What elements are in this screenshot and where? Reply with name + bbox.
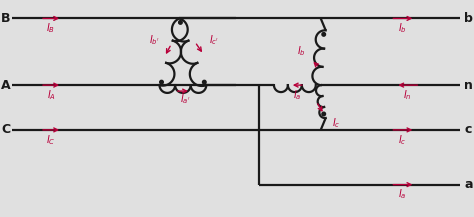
Text: $I_{b'}$: $I_{b'}$ xyxy=(148,33,160,47)
Text: $I_{a'}$: $I_{a'}$ xyxy=(180,92,190,106)
Text: $I_B$: $I_B$ xyxy=(46,21,55,35)
Text: $I_a$: $I_a$ xyxy=(398,188,407,201)
Text: $I_c$: $I_c$ xyxy=(398,133,407,147)
Text: n: n xyxy=(464,79,473,92)
Circle shape xyxy=(160,80,164,84)
Circle shape xyxy=(179,21,182,24)
Text: A: A xyxy=(0,79,10,92)
Text: $I_c$: $I_c$ xyxy=(332,117,341,130)
Text: a: a xyxy=(464,178,473,191)
Text: $I_{c'}$: $I_{c'}$ xyxy=(209,33,219,47)
Text: C: C xyxy=(1,123,10,136)
Text: c: c xyxy=(464,123,472,136)
Text: $I_n$: $I_n$ xyxy=(403,88,412,102)
Text: $I_b$: $I_b$ xyxy=(398,21,407,35)
Text: B: B xyxy=(1,12,10,25)
Text: $I_a$: $I_a$ xyxy=(292,88,301,102)
Text: $I_A$: $I_A$ xyxy=(46,88,55,102)
Text: $I_C$: $I_C$ xyxy=(46,133,56,147)
Circle shape xyxy=(322,33,326,36)
Circle shape xyxy=(322,112,326,116)
Circle shape xyxy=(202,80,206,84)
Text: b: b xyxy=(464,12,473,25)
Text: $I_b$: $I_b$ xyxy=(298,44,306,58)
